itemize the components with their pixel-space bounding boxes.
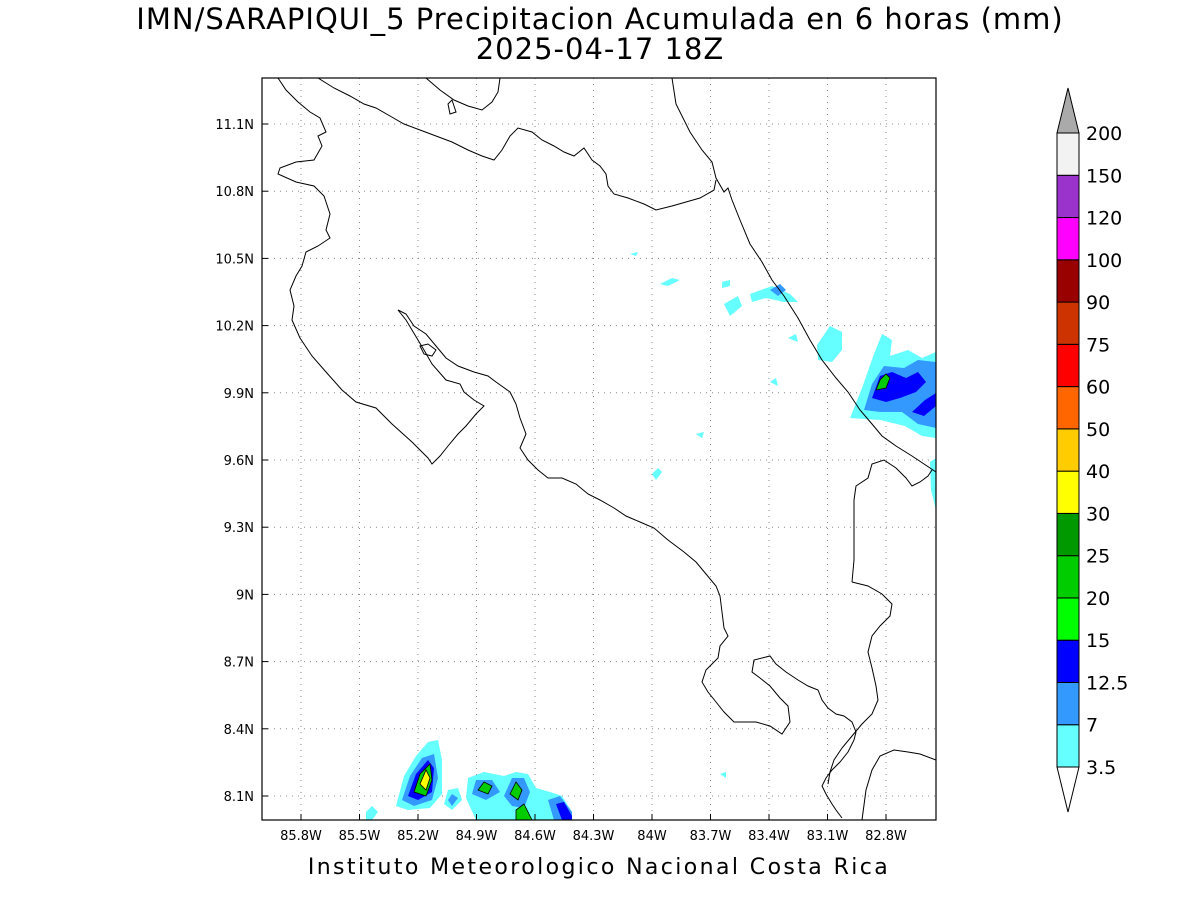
colorbar-swatch bbox=[1056, 343, 1080, 388]
colorbar-over-arrow bbox=[1056, 87, 1080, 134]
colorbar-level-label: 15 bbox=[1086, 630, 1110, 652]
precip-area-12-5 bbox=[556, 802, 572, 820]
x-tick-label: 83.7W bbox=[690, 829, 732, 844]
colorbar-swatch bbox=[1056, 512, 1080, 557]
lat-lon-grid bbox=[262, 78, 936, 820]
coastline bbox=[277, 78, 936, 820]
precip-area-3-5 bbox=[660, 278, 680, 286]
colorbar-level-label: 100 bbox=[1086, 250, 1122, 272]
x-tick-label: 83.4W bbox=[748, 829, 790, 844]
map-footer-credit: Instituto Meteorologico Nacional Costa R… bbox=[307, 855, 891, 880]
precipitation-field bbox=[366, 252, 936, 820]
colorbar-swatch bbox=[1056, 132, 1080, 176]
colorbar-level-label: 30 bbox=[1086, 503, 1110, 525]
x-tick-label: 84W bbox=[637, 829, 667, 844]
colorbar-level-label: 150 bbox=[1086, 165, 1122, 187]
map-frame bbox=[261, 77, 937, 821]
x-tick-label: 82.8W bbox=[865, 829, 907, 844]
precip-area-3-5 bbox=[696, 432, 704, 438]
precip-area-7 bbox=[448, 794, 458, 806]
x-tick-label: 85.2W bbox=[397, 829, 439, 844]
precip-area-12-5 bbox=[912, 393, 936, 416]
lake-nicaragua-shore bbox=[425, 78, 501, 111]
colorbar-level-label: 90 bbox=[1086, 292, 1110, 314]
precip-area-3-5 bbox=[366, 806, 378, 820]
colorbar-swatch bbox=[1056, 597, 1080, 641]
colorbar-level-label: 40 bbox=[1086, 461, 1110, 483]
latitude-axis: 11.1N 10.8N 10.5N 10.2N 9.9N 9.6N 9.3N 9N 8.7N 8.… bbox=[215, 118, 268, 805]
precip-area-20 bbox=[515, 803, 533, 820]
southern-border-east bbox=[827, 581, 893, 785]
colorbar-swatch bbox=[1056, 259, 1080, 303]
map-title: IMN/SARAPIQUI_5 Precipitacion Acumulada … bbox=[136, 2, 1064, 36]
colorbar-swatch bbox=[1056, 555, 1080, 599]
precip-area-20 bbox=[509, 781, 523, 801]
y-tick-label: 8.7N bbox=[224, 656, 254, 671]
precip-area-3-5 bbox=[750, 286, 798, 302]
chira-island bbox=[419, 343, 437, 357]
y-tick-label: 9.6N bbox=[224, 454, 254, 469]
precip-area-20 bbox=[875, 373, 891, 391]
x-tick-label: 85.5W bbox=[339, 829, 381, 844]
y-tick-label: 8.4N bbox=[224, 723, 254, 738]
colorbar-swatch bbox=[1056, 217, 1080, 261]
x-tick-label: 84.3W bbox=[573, 829, 615, 844]
colorbar-swatch bbox=[1056, 386, 1080, 430]
colorbar-level-label: 200 bbox=[1086, 123, 1122, 145]
precip-area-3-5 bbox=[724, 296, 742, 316]
osa-border-east bbox=[851, 459, 933, 583]
colorbar-level-label: 50 bbox=[1086, 419, 1110, 441]
colorbar-level-label: 120 bbox=[1086, 208, 1122, 230]
x-tick-label: 85.8W bbox=[280, 829, 322, 844]
y-tick-label: 9.9N bbox=[224, 387, 254, 402]
precip-area-20 bbox=[477, 781, 493, 795]
colorbar-swatch bbox=[1056, 470, 1080, 514]
colorbar-level-label: 12.5 bbox=[1086, 672, 1128, 694]
colorbar-level-label: 20 bbox=[1086, 588, 1110, 610]
lake-island bbox=[447, 99, 457, 115]
precip-area-3-5 bbox=[630, 252, 638, 256]
colorbar-swatch bbox=[1056, 724, 1080, 768]
y-tick-label: 9.3N bbox=[224, 521, 254, 536]
precip-area-3-5 bbox=[770, 378, 778, 386]
longitude-axis: 85.8W 85.5W 85.2W 84.9W 84.6W 84.3W 84W 83.7W 83… bbox=[280, 814, 907, 844]
y-tick-label: 9N bbox=[236, 588, 254, 603]
precip-area-3-5 bbox=[722, 280, 730, 288]
caribbean-coastline bbox=[671, 78, 936, 473]
colorbar-swatch bbox=[1056, 681, 1080, 726]
y-tick-label: 10.2N bbox=[215, 320, 254, 335]
precip-area-3-5 bbox=[930, 458, 936, 510]
precip-area-3-5 bbox=[652, 468, 662, 480]
precip-area-30 bbox=[419, 769, 431, 791]
x-tick-label: 83.1W bbox=[807, 829, 849, 844]
precip-area-3-5 bbox=[817, 326, 842, 362]
y-tick-label: 10.5N bbox=[215, 252, 254, 267]
panama-border bbox=[861, 749, 936, 820]
x-tick-label: 84.9W bbox=[456, 829, 498, 844]
colorbar-swatch bbox=[1056, 639, 1080, 683]
nicoya-gulf-shore bbox=[397, 309, 857, 819]
colorbar-level-label: 75 bbox=[1086, 334, 1110, 356]
precip-area-3-5 bbox=[788, 334, 798, 342]
colorbar-level-label: 7 bbox=[1086, 715, 1098, 737]
precip-area-3-5 bbox=[720, 772, 726, 778]
pacific-coastline-north bbox=[277, 78, 485, 465]
colorbar-level-label: 60 bbox=[1086, 377, 1110, 399]
northern-border bbox=[317, 78, 717, 211]
colorbar-level-label: 25 bbox=[1086, 546, 1110, 568]
map-valid-time: 2025-04-17 18Z bbox=[475, 32, 725, 66]
colorbar-swatch bbox=[1056, 301, 1080, 345]
x-tick-label: 84.6W bbox=[514, 829, 556, 844]
colorbar-swatch bbox=[1056, 428, 1080, 472]
y-tick-label: 8.1N bbox=[224, 790, 254, 805]
y-tick-label: 10.8N bbox=[215, 185, 254, 200]
colorbar-swatch bbox=[1056, 174, 1080, 219]
colorbar-level-label: 3.5 bbox=[1086, 757, 1116, 779]
colorbar-legend: 3.5 7 12.5 15 20 25 30 40 50 60 75 90 100 120 150 200 bbox=[1056, 87, 1128, 813]
y-tick-label: 11.1N bbox=[215, 118, 254, 133]
colorbar-under-arrow bbox=[1056, 766, 1080, 813]
